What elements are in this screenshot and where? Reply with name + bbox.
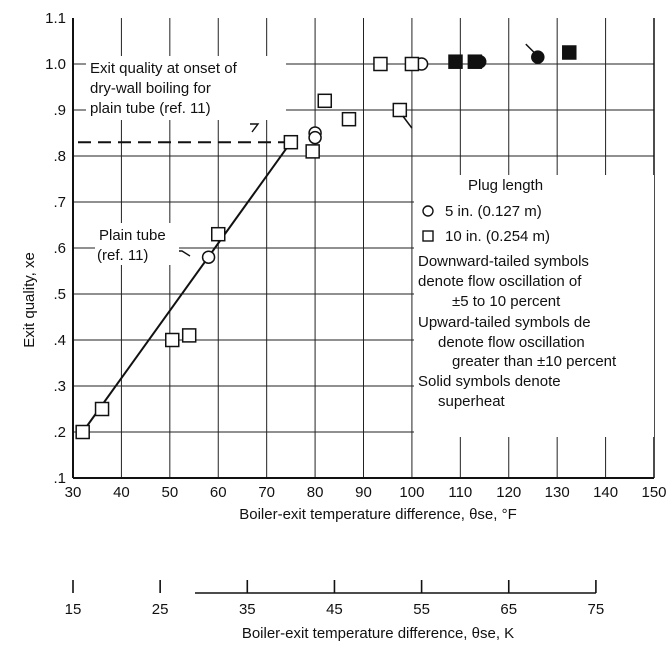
legend-note-6: greater than ±10 percent [452,353,617,370]
k-tick-label-65: 65 [500,601,517,618]
onset-annotation-bg [86,56,286,120]
plain-tube-annotation-line-1: Plain tube [99,227,166,244]
legend-note-5: denote flow oscillation [438,334,585,351]
y-tick-label-9: 1.0 [45,56,66,73]
legend-note-8: superheat [438,393,506,410]
onset-annotation-line-1: Exit quality at onset of [90,60,238,77]
y-tick-label-2: .3 [53,378,66,395]
x-tick-label-60: 60 [210,484,227,501]
y-tick-label-7: .8 [53,148,66,165]
legend: Plug length 5 in. (0.127 m) 10 in. (0.25… [414,175,654,437]
y-tick-label-4: .5 [53,286,66,303]
legend-circle-label: 5 in. (0.127 m) [445,203,542,220]
x-tick-label-70: 70 [258,484,275,501]
legend-square-label: 10 in. (0.254 m) [445,228,550,245]
x-tick-label-120: 120 [496,484,521,501]
legend-note-1: Downward-tailed symbols [418,253,589,270]
k-tick-label-25: 25 [152,601,169,618]
square-point-0 [75,424,90,440]
k-tick-label-75: 75 [588,601,605,618]
square-point-1 [94,401,110,417]
x-tick-label-110: 110 [448,484,472,501]
square-point-6 [305,144,320,159]
legend-note-7: Solid symbols denote [418,373,561,390]
legend-circle-marker [422,205,434,217]
onset-annotation-line-2: dry-wall boiling for [90,80,211,97]
onset-leader [250,123,260,133]
data-points [75,43,577,440]
square-point-10 [392,102,408,118]
circle-point-2 [308,130,322,145]
x-tick-label-30: 30 [65,484,82,501]
circle-point-0 [201,250,216,264]
plain-tube-line [81,141,292,433]
square-point-12 [448,54,463,69]
plain-tube-annotation-bg [95,223,179,265]
square-point-2 [165,332,180,348]
square-point-10-down-tail [402,115,413,129]
y-tick-label-5: .6 [53,240,66,257]
plain-tube-annotation-line-2: (ref. 11) [97,247,148,264]
y-tick-label-8: .9 [53,102,66,119]
legend-note-2: denote flow oscillation of [418,273,582,290]
square-point-4 [211,226,226,242]
square-point-11 [404,56,420,72]
secondary-k-axis: 15 25 35 45 55 65 75 [65,580,605,618]
x-axis-ticks: 30 40 50 60 70 80 90 100 110 120 130 140 150 [65,484,667,501]
k-tick-label-55: 55 [413,601,430,618]
x-tick-label-150: 150 [641,484,666,501]
x-tick-label-140: 140 [593,484,618,501]
x-tick-label-130: 130 [545,484,570,501]
square-point-3 [181,328,197,343]
y-tick-label-10: 1.1 [45,10,66,27]
secondary-x-axis-title: Boiler-exit temperature difference, θse,… [242,625,514,642]
legend-note-4: Upward-tailed symbols de [418,314,591,331]
y-axis-ticks: .1 .2 .3 .4 .5 .6 .7 .8 .9 1.0 1.1 [45,10,66,487]
k-tick-label-45: 45 [326,601,343,618]
legend-square-marker [422,230,434,242]
legend-note-3: ±5 to 10 percent [452,293,561,310]
legend-bg [414,175,654,437]
y-tick-label-6: .7 [53,194,66,211]
y-axis-title: Exit quality, xe [21,252,38,348]
x-axis-title: Boiler-exit temperature difference, θse,… [239,506,517,523]
y-tick-label-1: .2 [53,424,66,441]
square-point-8 [341,111,357,127]
square-point-9 [373,56,388,72]
y-tick-label-3: .4 [53,332,66,349]
legend-title: Plug length [468,177,543,194]
square-point-14 [562,45,577,60]
plain-tube-annotation: Plain tube (ref. 11) [95,223,179,265]
k-tick-label-35: 35 [239,601,256,618]
onset-annotation-line-3: plain tube (ref. 11) [90,100,211,117]
y-tick-label-0: .1 [53,470,66,487]
x-tick-label-90: 90 [355,484,372,501]
onset-annotation: Exit quality at onset of dry-wall boilin… [86,56,286,120]
x-tick-label-80: 80 [307,484,324,501]
x-tick-label-50: 50 [161,484,178,501]
square-point-13 [467,54,483,69]
x-tick-label-40: 40 [113,484,130,501]
circle-point-5 [531,50,545,64]
k-tick-label-15: 15 [65,601,82,618]
circle-point-5-up-tail [525,43,536,54]
square-point-7 [317,93,333,109]
x-tick-label-100: 100 [399,484,424,501]
square-point-5 [283,134,299,150]
